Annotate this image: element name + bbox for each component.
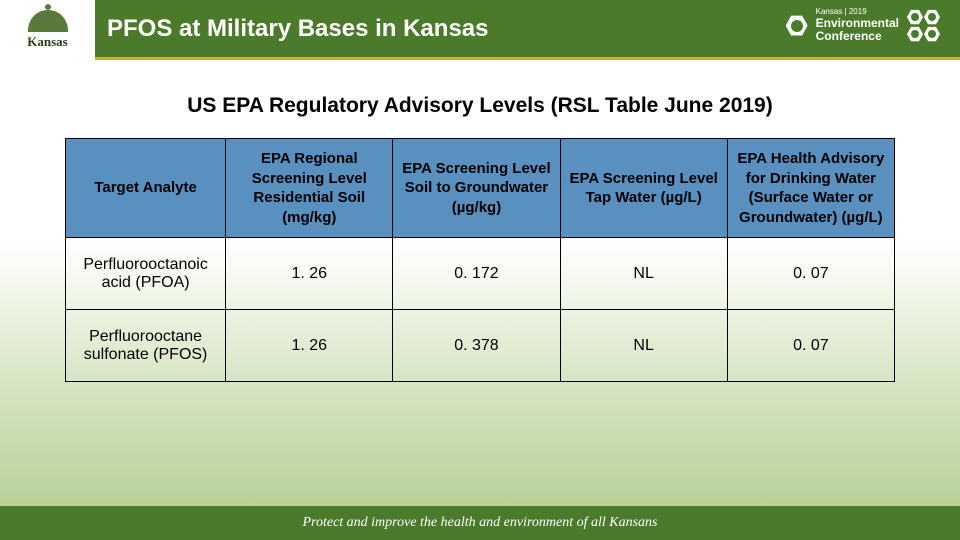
logo-text: Kansas <box>27 34 67 50</box>
cell: 1. 26 <box>226 238 393 310</box>
cell: 0. 378 <box>393 310 560 382</box>
col-header: Target Analyte <box>66 139 226 238</box>
cell: NL <box>560 238 727 310</box>
col-header: EPA Screening Level Tap Water (µg/L) <box>560 139 727 238</box>
capitol-dome-icon <box>28 10 68 32</box>
row-label: Perfluorooctanoic acid (PFOA) <box>66 238 226 310</box>
row-label: Perfluorooctane sulfonate (PFOS) <box>66 310 226 382</box>
cell: 0. 07 <box>727 310 894 382</box>
subtitle: US EPA Regulatory Advisory Levels (RSL T… <box>0 94 960 118</box>
rsl-table: Target Analyte EPA Regional Screening Le… <box>65 138 895 382</box>
title-bar: PFOS at Military Bases in Kansas Kansas … <box>95 0 960 60</box>
cell: NL <box>560 310 727 382</box>
table-header-row: Target Analyte EPA Regional Screening Le… <box>66 139 895 238</box>
slide-title: PFOS at Military Bases in Kansas <box>107 15 488 43</box>
cell: 0. 172 <box>393 238 560 310</box>
conference-badge: Kansas | 2019 Environmental Conference <box>786 8 940 43</box>
header-bar: Kansas PFOS at Military Bases in Kansas … <box>0 0 960 60</box>
table-row: Perfluorooctane sulfonate (PFOS) 1. 26 0… <box>66 310 895 382</box>
col-header: EPA Regional Screening Level Residential… <box>226 139 393 238</box>
hex-icon <box>786 15 808 37</box>
kansas-logo: Kansas <box>0 0 95 60</box>
footer-text: Protect and improve the health and envir… <box>302 515 657 531</box>
cell: 1. 26 <box>226 310 393 382</box>
col-header: EPA Health Advisory for Drinking Water (… <box>727 139 894 238</box>
table-row: Perfluorooctanoic acid (PFOA) 1. 26 0. 1… <box>66 238 895 310</box>
footer-bar: Protect and improve the health and envir… <box>0 506 960 540</box>
conference-text: Kansas | 2019 Environmental Conference <box>816 8 899 43</box>
hex-cluster-icon <box>907 9 940 42</box>
cell: 0. 07 <box>727 238 894 310</box>
col-header: EPA Screening Level Soil to Groundwater … <box>393 139 560 238</box>
data-table-wrap: Target Analyte EPA Regional Screening Le… <box>65 138 895 382</box>
